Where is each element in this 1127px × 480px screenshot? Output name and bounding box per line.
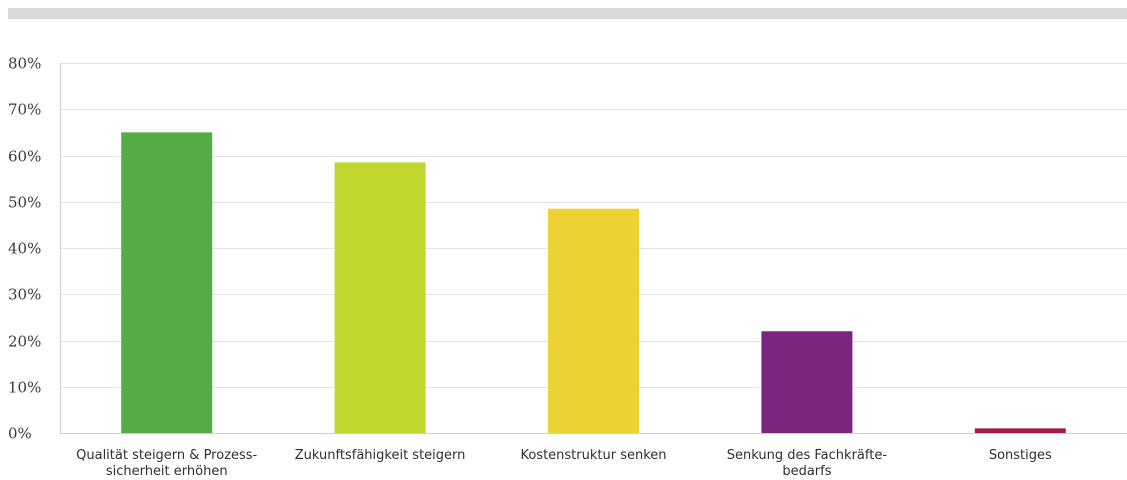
bar [334, 162, 426, 433]
y-tick-label: 20% [8, 333, 41, 351]
bars [121, 132, 1066, 433]
x-tick-label: Zukunftsfähigkeit steigern [295, 448, 466, 463]
top-banner-bar [8, 8, 1127, 19]
y-tick-label: 60% [8, 148, 41, 166]
y-tick-label: 10% [8, 379, 41, 397]
x-tick-label: Qualität steigern & Prozess-sicherheit e… [76, 448, 257, 479]
bar [974, 428, 1066, 433]
y-tick-label: 30% [8, 286, 41, 304]
y-tick-label: 0% [8, 425, 32, 443]
x-axis-ticks: Qualität steigern & Prozess-sicherheit e… [76, 448, 1052, 479]
x-tick-label: Senkung des Fachkräfte-bedarfs [727, 448, 888, 479]
bar [548, 208, 639, 433]
x-tick-label: Kostenstruktur senken [520, 448, 666, 463]
y-tick-label: 70% [8, 101, 41, 119]
y-tick-label: 80% [8, 55, 41, 73]
gridlines [60, 63, 1127, 434]
y-axis-ticks: 0% 10% 20% 30% 40% 50% 60% 70% 80% [8, 55, 41, 443]
y-tick-label: 50% [8, 194, 41, 212]
bar [121, 132, 213, 433]
x-tick-label: Sonstiges [989, 448, 1052, 463]
bar [761, 331, 853, 433]
y-tick-label: 40% [8, 240, 41, 258]
